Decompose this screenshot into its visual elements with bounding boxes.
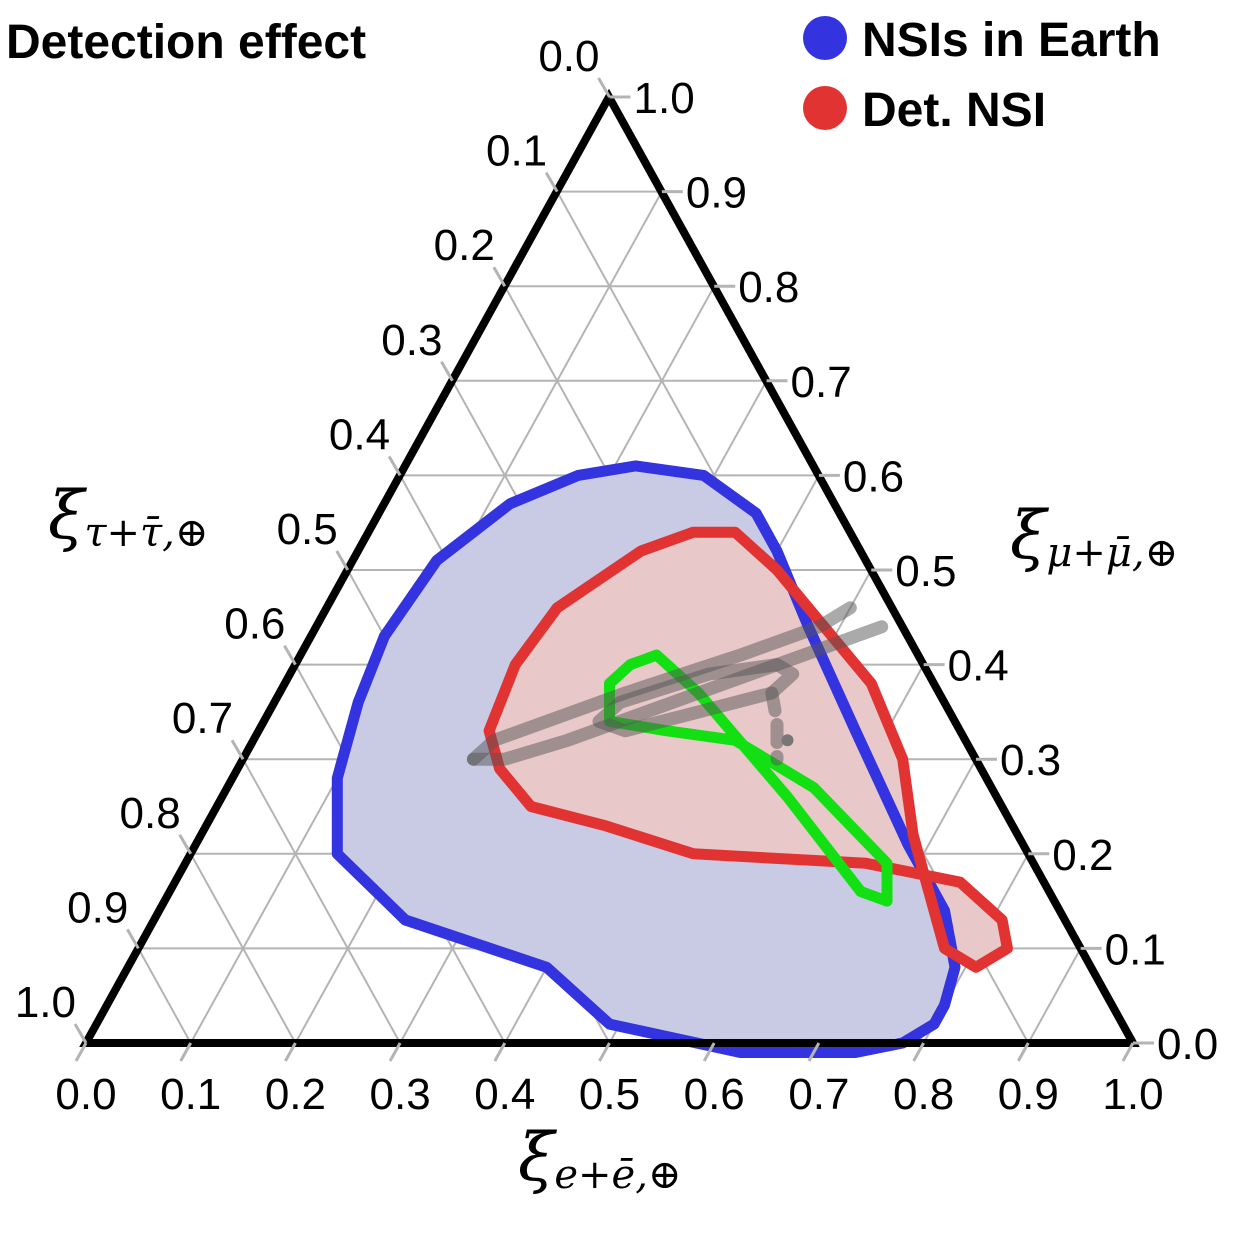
tick-mark-tau-0 [597,77,611,98]
tick-label-tau-10: 1.0 [15,978,76,1027]
left-axis-label: ξτ+τ̄,⊕ [48,477,208,556]
tick-label-mu-6: 0.6 [843,452,904,501]
tick-labels: 0.0 0.0 0.0 0.1 0.1 0.1 0.2 0.2 0.2 0.3 0.3 0.3 0.4 0… [15,32,1218,1119]
tick-label-mu-8: 0.8 [738,263,799,312]
series-line-contour-2 [604,649,893,907]
tick-label-mu-5: 0.5 [895,547,956,596]
tick-label-mu-7: 0.7 [791,358,852,407]
tick-mark-e-1 [179,1042,193,1062]
tick-label-e-8: 0.8 [893,1070,954,1119]
tick-label-e-5: 0.5 [579,1070,640,1119]
left-axis-label-main: ξ [48,477,88,554]
tick-mark-tau-2 [492,266,507,287]
grid-line-tau-8 [189,853,297,1044]
grid-line-e-9 [1027,947,1082,1044]
tick-label-mu-3: 0.3 [1000,736,1061,785]
tick-mark-e-10 [1121,1042,1135,1062]
tick-mark-tau-5 [335,550,350,571]
tick-label-e-1: 0.1 [160,1070,221,1119]
tick-label-mu-9: 0.9 [686,169,747,218]
tick-label-e-10: 1.0 [1102,1070,1163,1119]
marker-point-0 [781,734,794,747]
bottom-axis-label-main: ξ [518,1119,558,1196]
legend-swatch-red [803,86,847,130]
bottom-axis-label-sub: e+ē,⊕ [554,1152,681,1198]
legend-entry-nsis-in-earth: NSIs in Earth [803,14,1161,67]
grid-line-tau-9 [137,947,192,1044]
series-line-contour-6 [765,686,784,766]
tick-label-tau-0: 0.0 [538,32,599,81]
tick-mark-tau-4 [387,455,402,477]
legend-swatch-blue [803,16,847,60]
tick-mark-e-0 [74,1042,88,1062]
tick-mark-tau-10 [73,1023,88,1044]
tick-label-tau-8: 0.8 [120,789,181,838]
tick-label-tau-4: 0.4 [329,410,390,459]
tick-label-mu-4: 0.4 [948,642,1009,691]
tick-label-mu-1: 0.1 [1105,925,1166,974]
svg-text:ξe+ē,⊕: ξe+ē,⊕ [518,1119,681,1198]
bottom-axis-label: ξe+ē,⊕ [518,1119,681,1198]
tick-mark-tau-6 [283,644,297,666]
series-line-contour-5 [592,658,800,738]
right-axis-label-main: ξ [1010,497,1050,574]
tick-mark-tau-3 [440,361,454,382]
tick-mark-e-5 [598,1042,611,1062]
tick-label-mu-0: 0.0 [1157,1020,1218,1069]
tick-mark-e-3 [388,1042,402,1062]
tick-label-tau-9: 0.9 [67,883,128,932]
tick-label-e-3: 0.3 [370,1070,431,1119]
tick-mark-e-9 [1016,1042,1030,1062]
right-axis-label-sub: μ+μ̄,⊕ [1046,530,1178,576]
series-line-contour-3 [466,601,857,766]
tick-label-tau-2: 0.2 [434,221,495,270]
tick-label-e-7: 0.7 [788,1070,849,1119]
tick-mark-tau-7 [230,739,245,760]
tick-mark-tau-8 [178,834,192,855]
tick-mark-e-4 [493,1042,507,1062]
right-axis-label: ξμ+μ̄,⊕ [1010,497,1178,576]
grid-line-tau-7 [242,758,401,1044]
chart-title: Detection effect [6,16,366,69]
tick-label-mu-10: 1.0 [634,74,695,123]
tick-label-tau-3: 0.3 [381,316,442,365]
tick-label-e-0: 0.0 [55,1070,116,1119]
tick-label-tau-7: 0.7 [172,694,233,743]
svg-text:ξμ+μ̄,⊕: ξμ+μ̄,⊕ [1010,497,1178,576]
legend: NSIs in Earth Det. NSI [803,14,1161,137]
legend-label-det-nsi: Det. NSI [862,84,1046,137]
series-line-contour-4 [466,620,889,766]
region-outline-det-nsi [483,526,1013,973]
tick-label-e-9: 0.9 [998,1070,1059,1119]
tick-mark-e-2 [284,1042,297,1062]
legend-label-nsis-in-earth: NSIs in Earth [862,14,1161,67]
tick-label-mu-2: 0.2 [1052,831,1113,880]
legend-entry-det-nsi: Det. NSI [803,84,1046,137]
tick-label-e-2: 0.2 [265,1070,326,1119]
tick-mark-e-8 [912,1042,925,1062]
tick-label-tau-6: 0.6 [224,600,285,649]
tick-mark-tau-9 [126,928,140,950]
left-axis-label-sub: τ+τ̄,⊕ [84,510,208,556]
tick-mark-tau-1 [544,171,559,193]
svg-text:ξτ+τ̄,⊕: ξτ+τ̄,⊕ [48,477,208,556]
tick-label-tau-1: 0.1 [486,127,547,176]
tick-mark-e-6 [702,1042,716,1062]
tick-label-tau-5: 0.5 [277,505,338,554]
tick-label-e-4: 0.4 [474,1070,535,1119]
tick-mark-e-7 [807,1042,821,1062]
tick-label-e-6: 0.6 [684,1070,745,1119]
